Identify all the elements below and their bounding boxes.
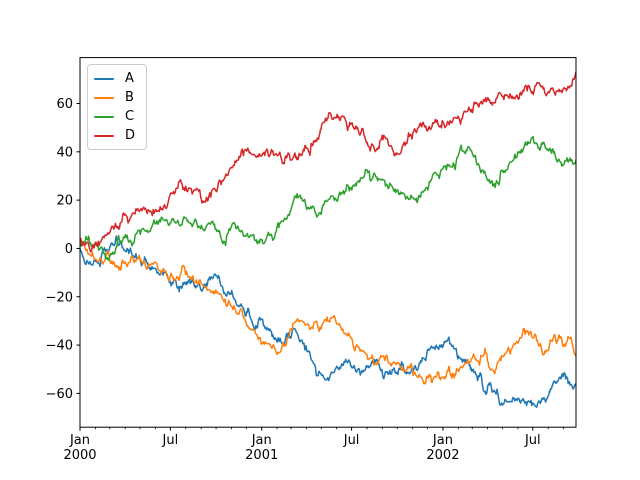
series-line-C <box>80 135 576 262</box>
x-tick-label: Jul <box>343 433 360 448</box>
x-tick-label: Jan <box>69 433 90 448</box>
series-line-D <box>80 71 576 253</box>
legend-item-C: C <box>94 107 140 126</box>
legend-item-B: B <box>94 88 140 107</box>
x-tick-year-label: 2000 <box>63 448 96 463</box>
legend-line-swatch <box>94 115 114 118</box>
legend-label: A <box>125 71 134 86</box>
y-tick-label: 20 <box>56 194 73 209</box>
x-tick-year-label: 2002 <box>426 448 459 463</box>
axes-spines <box>79 57 577 428</box>
x-tick-label: Jan <box>251 433 272 448</box>
legend-line-swatch <box>94 77 114 80</box>
y-tick-label: 60 <box>56 97 73 112</box>
y-tick-label: 40 <box>56 145 73 160</box>
y-tick-label: −40 <box>46 339 73 354</box>
legend-item-A: A <box>94 69 140 88</box>
y-tick-label: −20 <box>46 290 73 305</box>
legend-label: D <box>125 128 136 143</box>
legend-label: C <box>125 109 135 124</box>
x-tick-label: Jan <box>432 433 453 448</box>
y-tick-label: −60 <box>46 387 73 402</box>
x-tick-year-label: 2001 <box>245 448 278 463</box>
series-line-B <box>80 240 576 385</box>
legend-line-swatch <box>94 96 114 99</box>
legend-item-D: D <box>94 126 140 145</box>
legend-label: B <box>125 90 134 105</box>
plot-area <box>80 71 576 408</box>
x-tick-label: Jul <box>162 433 179 448</box>
y-tick-label: 0 <box>65 242 73 257</box>
legend-line-swatch <box>94 134 114 137</box>
series-line-A <box>80 235 576 408</box>
x-tick-label: Jul <box>524 433 541 448</box>
